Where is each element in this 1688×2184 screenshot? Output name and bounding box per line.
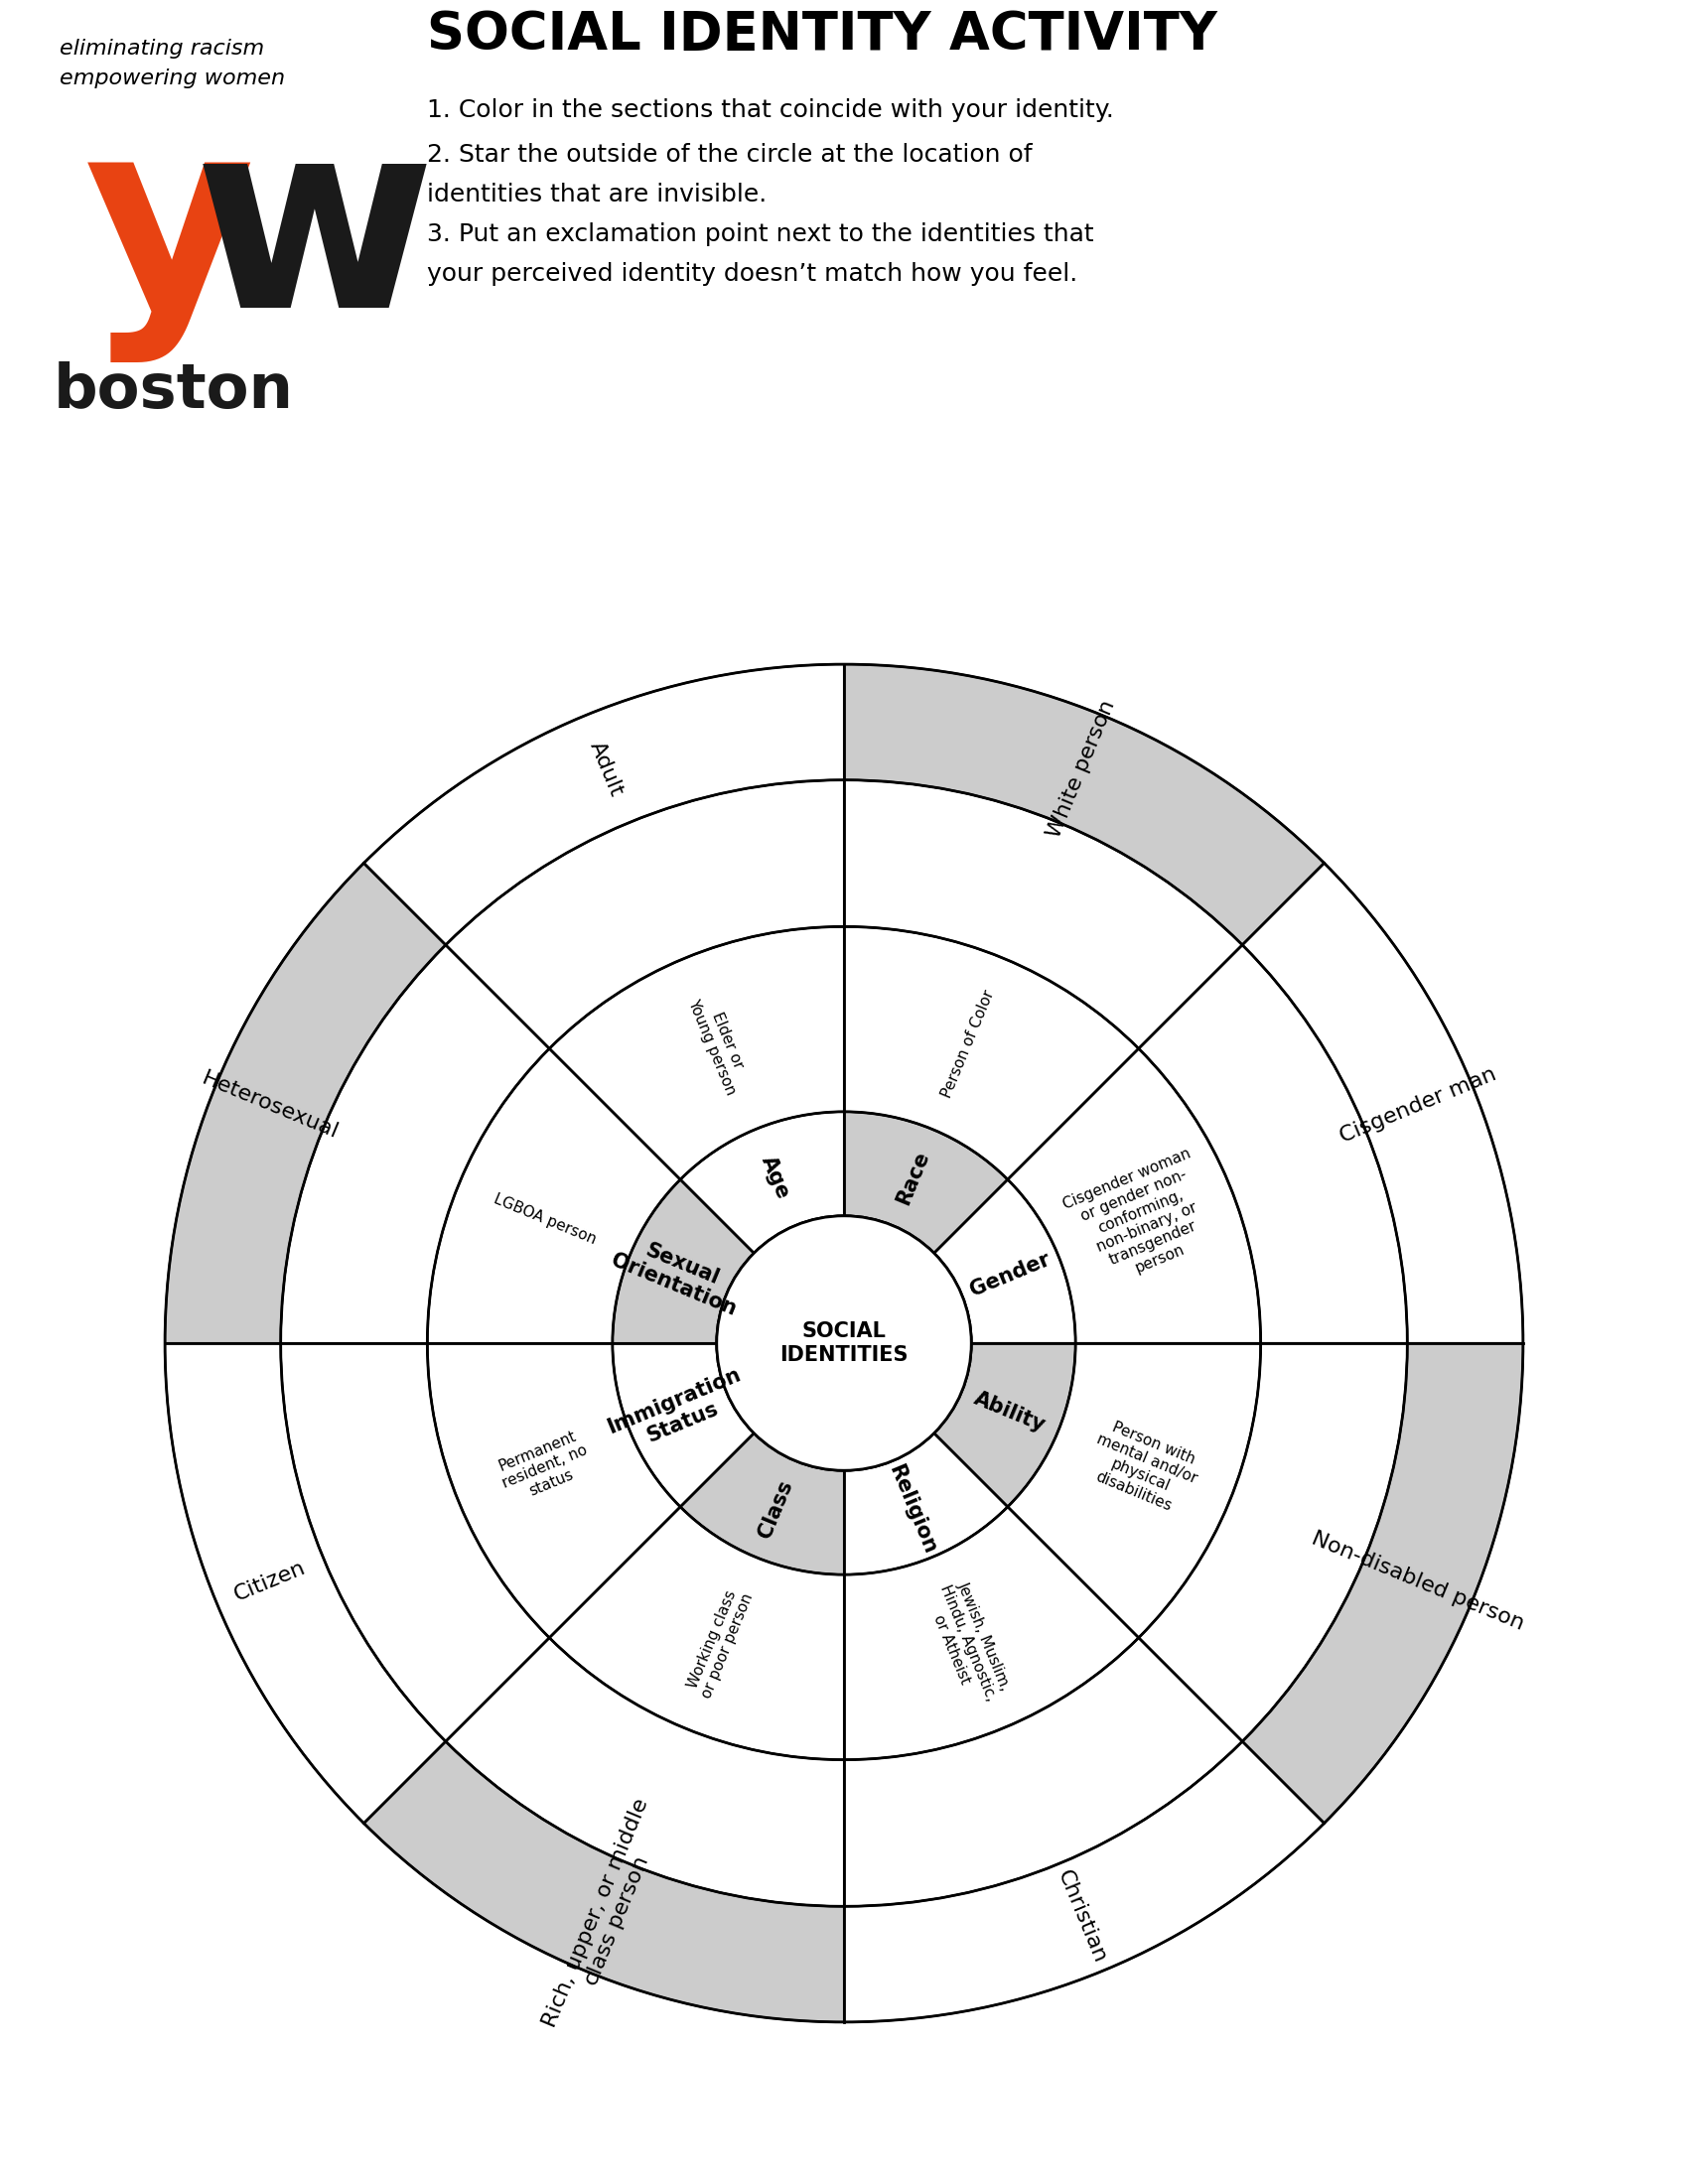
Polygon shape	[680, 1112, 844, 1254]
Text: 3. Put an exclamation point next to the identities that: 3. Put an exclamation point next to the …	[427, 223, 1094, 247]
Polygon shape	[613, 1343, 755, 1507]
Polygon shape	[844, 1112, 1008, 1254]
Polygon shape	[165, 1343, 446, 1824]
Polygon shape	[365, 1741, 844, 2022]
Polygon shape	[446, 780, 844, 1048]
Text: identities that are invisible.: identities that are invisible.	[427, 183, 766, 207]
Text: Cisgender man: Cisgender man	[1337, 1064, 1499, 1147]
Text: SOCIAL IDENTITY ACTIVITY: SOCIAL IDENTITY ACTIVITY	[427, 9, 1217, 61]
Text: Religion: Religion	[885, 1461, 940, 1557]
Text: SOCIAL
IDENTITIES: SOCIAL IDENTITIES	[780, 1321, 908, 1365]
Polygon shape	[280, 946, 549, 1343]
Text: empowering women: empowering women	[59, 68, 285, 87]
Text: y: y	[84, 109, 255, 363]
Text: w: w	[194, 109, 436, 363]
Polygon shape	[844, 664, 1323, 946]
Text: Permanent
resident, no
status: Permanent resident, no status	[493, 1426, 596, 1507]
Text: Adult: Adult	[586, 738, 626, 799]
Polygon shape	[165, 863, 446, 1343]
Text: Gender: Gender	[967, 1249, 1053, 1299]
Polygon shape	[613, 1179, 755, 1343]
Text: Class: Class	[755, 1476, 797, 1542]
Text: eliminating racism: eliminating racism	[59, 39, 265, 59]
Polygon shape	[844, 1741, 1323, 2022]
Polygon shape	[280, 1343, 549, 1741]
Text: 2. Star the outside of the circle at the location of: 2. Star the outside of the circle at the…	[427, 142, 1033, 166]
Text: 1. Color in the sections that coincide with your identity.: 1. Color in the sections that coincide w…	[427, 98, 1114, 122]
Text: Jewish, Muslim,
Hindu, Agnostic,
or Atheist: Jewish, Muslim, Hindu, Agnostic, or Athe…	[922, 1575, 1014, 1710]
Polygon shape	[844, 780, 1242, 1048]
Text: Working class
or poor person: Working class or poor person	[684, 1586, 756, 1701]
Circle shape	[717, 1216, 971, 1470]
Polygon shape	[549, 1507, 844, 1760]
Polygon shape	[365, 664, 844, 946]
Polygon shape	[680, 1433, 844, 1575]
Polygon shape	[844, 1507, 1139, 1760]
Polygon shape	[1139, 946, 1408, 1343]
Text: White person: White person	[1045, 697, 1119, 841]
Text: Citizen: Citizen	[231, 1557, 309, 1605]
Text: Person with
mental and/or
physical
disabilities: Person with mental and/or physical disab…	[1080, 1415, 1205, 1518]
Polygon shape	[844, 1433, 1008, 1575]
Polygon shape	[933, 1179, 1075, 1343]
Polygon shape	[1008, 1048, 1261, 1343]
Text: Person of Color: Person of Color	[939, 987, 998, 1101]
Polygon shape	[1008, 1343, 1261, 1638]
Text: Immigration
Status: Immigration Status	[604, 1365, 753, 1459]
Text: Christian: Christian	[1053, 1867, 1109, 1966]
Polygon shape	[844, 926, 1139, 1179]
Text: your perceived identity doesn’t match how you feel.: your perceived identity doesn’t match ho…	[427, 262, 1077, 286]
Polygon shape	[844, 1638, 1242, 1907]
Polygon shape	[1242, 863, 1523, 1343]
Text: LGBOA person: LGBOA person	[491, 1190, 598, 1247]
Polygon shape	[427, 1048, 680, 1343]
Text: Cisgender woman
or gender non-
conforming,
non-binary, or
transgender
person: Cisgender woman or gender non- conformin…	[1060, 1147, 1225, 1293]
Text: Age: Age	[758, 1153, 793, 1201]
Text: Ability: Ability	[971, 1389, 1048, 1435]
Text: Non-disabled person: Non-disabled person	[1308, 1529, 1528, 1634]
Polygon shape	[933, 1343, 1075, 1507]
Text: Rich, upper, or middle
class person: Rich, upper, or middle class person	[540, 1795, 674, 2038]
Text: boston: boston	[54, 360, 294, 422]
Text: Sexual
Orientation: Sexual Orientation	[608, 1230, 748, 1319]
Polygon shape	[1242, 1343, 1523, 1824]
Text: Elder or
Young person: Elder or Young person	[685, 989, 755, 1096]
Polygon shape	[427, 1343, 680, 1638]
Text: Heterosexual: Heterosexual	[199, 1068, 341, 1142]
Polygon shape	[1139, 1343, 1408, 1741]
Polygon shape	[446, 1638, 844, 1907]
Polygon shape	[549, 926, 844, 1179]
Text: Race: Race	[893, 1147, 932, 1208]
